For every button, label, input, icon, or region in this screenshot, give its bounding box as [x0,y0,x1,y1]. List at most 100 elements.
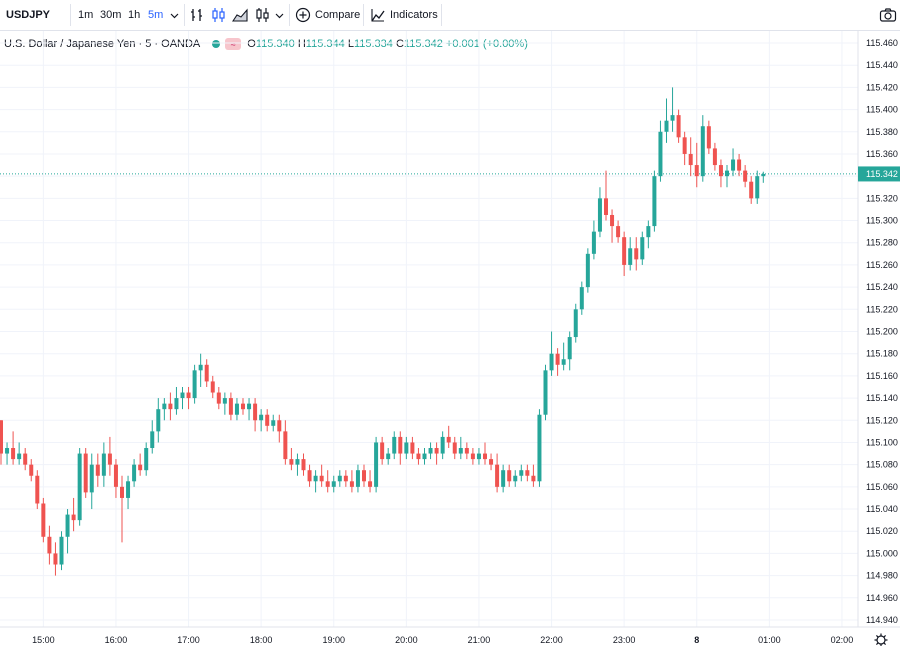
interval-1m[interactable]: 1m [78,9,94,21]
interval-1h[interactable]: 1h [128,9,141,21]
area-chart-type-icon[interactable] [231,0,249,30]
candle-body [107,453,112,465]
price-tick-label: 114.940 [866,615,898,625]
candle [319,464,324,487]
candle-body [476,453,481,460]
time-tick-label: 20:00 [395,635,418,645]
candle-body [386,453,391,460]
candle-body [301,459,306,471]
candle-body [162,403,167,410]
candle-body [640,237,645,260]
time-tick-label: 16:00 [105,635,128,645]
change-value: +0.001 (+0.00%) [445,38,528,50]
candle [464,442,469,460]
candle-body [11,448,16,460]
candle-body [610,214,615,227]
candle-body [180,392,185,399]
candle [737,153,742,177]
candle [289,448,294,471]
candle [404,436,409,460]
candle-body [737,159,742,171]
candle [120,475,124,543]
interval-dropdown-chevron-icon[interactable] [170,0,179,30]
candle-body [355,470,360,487]
bar-chart-type-icon[interactable] [188,0,206,30]
close-key: C [395,38,404,50]
chart-type-dropdown-chevron-icon[interactable] [275,0,284,30]
candle-body [591,231,596,254]
interval-5m[interactable]: 5m [148,9,164,21]
candle-body [616,226,621,238]
price-tick-label: 115.460 [866,38,898,48]
price-chart[interactable]: 115.460 115.440 115.420 115.400 115.380 115.3… [0,31,900,646]
candle [325,470,330,493]
candle-body [749,181,754,199]
time-tick-label: 8 [694,635,699,645]
candle [622,231,627,277]
candle-body [307,470,312,482]
candle [597,187,602,238]
price-axis[interactable]: 115.460 115.440 115.420 115.400 115.380 115.3… [866,38,898,625]
candle [204,359,209,387]
candle [5,442,10,465]
candle-body [634,248,639,260]
candle-body [277,420,282,432]
candle [470,448,475,465]
candle [604,170,608,221]
candle-body [71,514,76,521]
candle-body [446,436,451,443]
last-price-label: 115.342 [866,169,898,179]
interval-30m[interactable]: 30m [100,9,122,21]
indicators-button[interactable]: Indicators [370,0,438,30]
price-tick-label: 115.060 [866,482,898,492]
screenshot-camera-icon[interactable] [879,0,897,30]
heikin-ashi-chart-type-icon[interactable] [253,0,271,30]
symbol-search[interactable]: USDJPY [6,9,51,21]
candle [670,87,675,132]
candle [434,442,439,465]
price-tick-label: 115.000 [866,548,898,558]
candle-body [622,237,627,265]
candle-body [410,442,415,454]
compare-button[interactable]: Compare [295,0,360,30]
candle-body [59,536,64,565]
candle [138,453,143,476]
instrument-title[interactable]: U.S. Dollar / Japanese Yen · 5 · OANDA [4,38,201,50]
candle [458,436,463,460]
open-key: O [247,38,256,50]
candle [392,431,397,460]
price-tick-label: 115.100 [866,437,898,447]
candle-body [368,481,373,487]
candle-body [53,553,58,565]
candle [71,497,76,532]
candle [77,448,82,526]
candle-body [398,436,403,454]
candle [337,470,342,487]
price-tick-label: 115.240 [866,282,898,292]
chart-settings-gear-icon[interactable] [874,633,888,646]
candles-chart-type-icon[interactable] [209,0,227,30]
candle-body [168,403,173,410]
candle-body [138,464,143,471]
candle [95,453,100,487]
candle [259,409,264,432]
price-tick-label: 115.080 [866,460,898,470]
time-axis[interactable]: 15:00 16:00 17:00 18:00 19:00 20:00 21:00 22:00… [32,635,900,645]
candle-body [604,198,608,215]
candle-body [561,359,566,365]
candle [501,464,506,493]
low-value: 115.334 [353,38,393,50]
candle [476,448,481,465]
candle [507,464,512,487]
candle [29,459,34,482]
candle [483,442,487,465]
price-tick-label: 114.980 [866,571,898,581]
price-tick-label: 115.280 [866,238,898,248]
candle-body [228,398,233,415]
candle [355,464,360,493]
candle [168,392,173,421]
top-toolbar: USDJPY 1m 30m 1h 5m Compare Indicators [0,0,900,31]
candle [591,220,596,260]
open-value: 115.340 [255,38,295,50]
data-delay-badge[interactable]: ≈ [225,38,242,50]
